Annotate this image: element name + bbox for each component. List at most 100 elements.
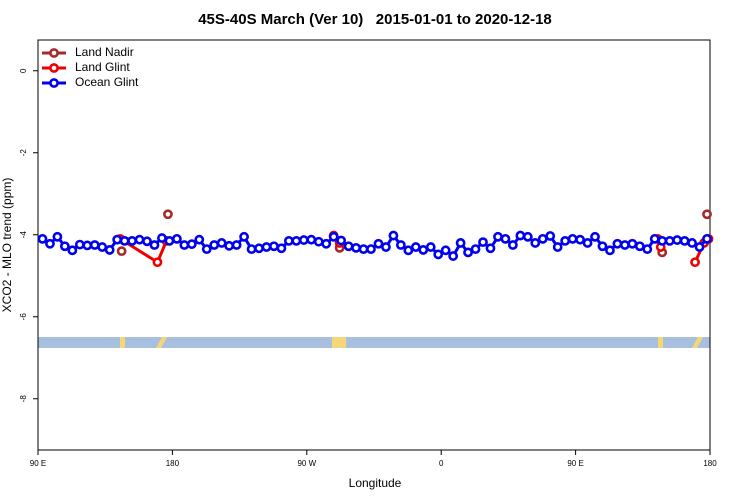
point <box>702 233 712 244</box>
x-tick-label: 180 <box>166 459 180 468</box>
point <box>537 233 548 244</box>
point <box>418 245 429 255</box>
point <box>634 241 645 252</box>
point <box>694 242 705 252</box>
point <box>179 240 190 250</box>
point <box>127 235 137 246</box>
x-tick-label: 90 W <box>297 459 316 468</box>
point <box>186 239 197 250</box>
y-axis-label: XCO2 - MLO trend (ppm) <box>0 178 14 313</box>
chart-title: 45S-40S March (Ver 10) 2015-01-01 to 202… <box>198 11 552 28</box>
legend-marker <box>49 78 59 88</box>
land-patch <box>332 337 346 348</box>
point <box>142 236 152 247</box>
point <box>336 235 347 246</box>
point <box>395 240 406 250</box>
point <box>239 231 249 242</box>
legend-label: Land Nadir <box>75 45 134 59</box>
point <box>448 251 459 261</box>
land-patch <box>692 337 703 348</box>
point <box>410 242 421 252</box>
point <box>313 236 324 247</box>
point <box>619 240 630 250</box>
point <box>590 231 600 242</box>
point <box>298 235 309 245</box>
point <box>545 231 556 241</box>
point <box>246 244 257 254</box>
point <box>351 242 361 253</box>
point <box>163 209 173 220</box>
y-tick-label: -6 <box>19 313 28 321</box>
point <box>649 233 660 244</box>
point <box>74 239 85 250</box>
point <box>425 242 436 252</box>
point <box>194 234 205 245</box>
point <box>82 240 93 251</box>
point <box>157 233 167 243</box>
point <box>507 240 518 250</box>
point <box>291 235 302 246</box>
x-tick-label: 180 <box>703 459 717 468</box>
land-patch <box>156 337 167 348</box>
point <box>582 238 593 248</box>
point <box>119 235 130 246</box>
point <box>216 238 227 248</box>
point <box>627 238 638 249</box>
point <box>283 235 294 246</box>
point <box>605 245 615 256</box>
point <box>455 238 466 248</box>
point <box>433 249 444 260</box>
point <box>403 245 414 256</box>
point <box>500 233 511 244</box>
y-tick-label: -4 <box>19 231 28 239</box>
point <box>45 238 55 249</box>
point <box>343 241 354 252</box>
point <box>478 237 488 248</box>
point <box>328 231 339 242</box>
point <box>112 234 123 245</box>
point <box>321 238 332 249</box>
point <box>679 235 690 246</box>
point <box>373 238 384 249</box>
x-tick-label: 90 E <box>30 459 46 468</box>
point <box>690 257 700 268</box>
point <box>702 209 712 220</box>
point <box>470 244 481 254</box>
point <box>67 245 78 256</box>
point <box>59 241 70 252</box>
point <box>134 234 145 245</box>
point <box>493 231 503 242</box>
ocean-strip <box>38 337 710 348</box>
point <box>687 238 697 248</box>
legend-marker <box>49 48 59 58</box>
point <box>597 241 608 252</box>
point <box>530 238 541 248</box>
point <box>552 242 563 252</box>
point <box>381 242 391 252</box>
point <box>37 233 48 244</box>
point <box>116 246 127 257</box>
point <box>642 244 653 254</box>
point <box>485 243 496 254</box>
point <box>171 233 182 244</box>
point <box>261 242 272 252</box>
point <box>201 244 212 254</box>
point <box>152 257 163 268</box>
point <box>440 245 451 256</box>
point <box>209 240 220 250</box>
y-tick-label: -8 <box>19 395 28 403</box>
point <box>463 247 473 258</box>
legend-label: Land Glint <box>75 60 130 74</box>
point <box>664 235 675 246</box>
x-tick-label: 0 <box>439 459 444 468</box>
map-strip <box>38 337 710 348</box>
land-patch <box>120 337 125 348</box>
y-tick-label: 0 <box>19 68 28 73</box>
point <box>164 235 175 246</box>
point <box>657 235 668 246</box>
point <box>672 235 683 245</box>
legend-marker <box>49 63 59 73</box>
x-tick-label: 90 E <box>567 459 583 468</box>
